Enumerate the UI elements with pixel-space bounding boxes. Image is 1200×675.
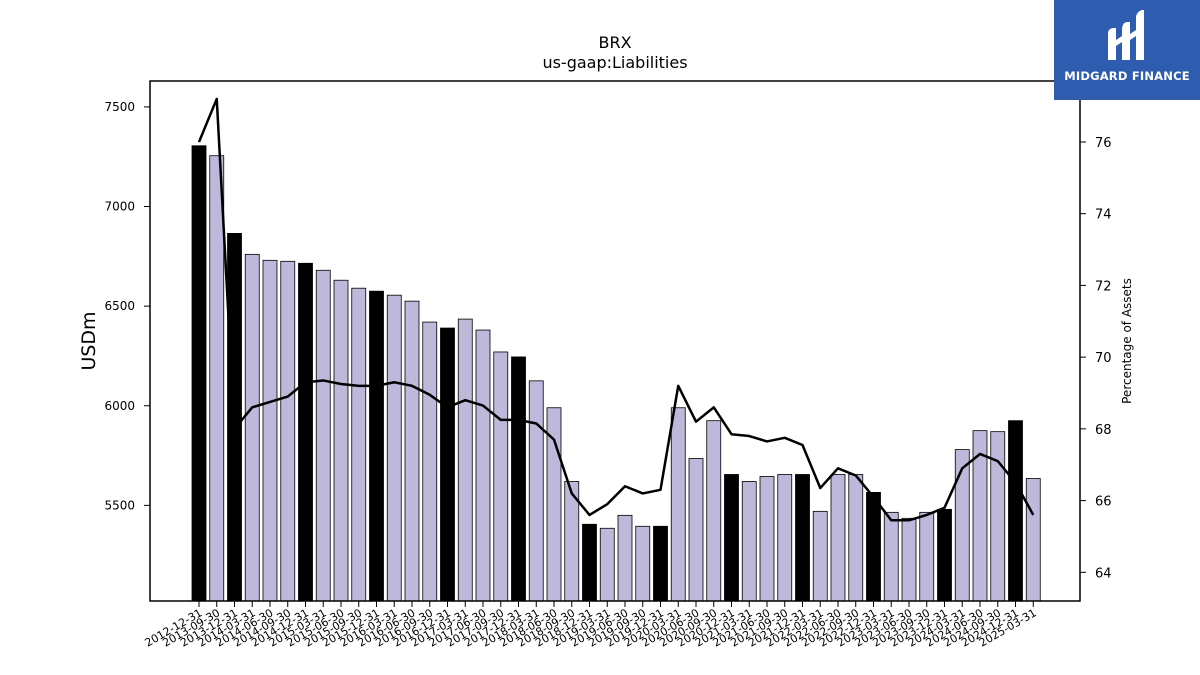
y-tick-label: 5500	[104, 498, 135, 512]
bar	[883, 511, 899, 602]
bar	[369, 290, 384, 602]
bar-series	[191, 145, 1041, 602]
bar	[635, 525, 651, 602]
y2-tick-label: 64	[1095, 566, 1112, 581]
bar	[777, 474, 793, 602]
bar	[812, 510, 828, 602]
bar	[475, 329, 491, 602]
bar	[315, 269, 331, 602]
bar	[795, 474, 810, 602]
bar	[1025, 478, 1041, 602]
left-axis-ticks: 5500 6000 6500 7000 7500	[104, 100, 150, 512]
y-tick-label: 7500	[104, 100, 135, 114]
x-axis-ticks: 2012-12-312013-09-302013-12-312014-03-31…	[143, 601, 1039, 650]
y2-tick-label: 70	[1095, 351, 1112, 366]
bar	[1008, 420, 1023, 602]
bar	[688, 458, 704, 602]
left-axis-label: USDm	[78, 311, 100, 370]
percentage-of-assets-line	[197, 97, 1035, 522]
bar	[422, 321, 438, 602]
bar	[262, 259, 278, 602]
bar	[333, 279, 349, 602]
bar	[759, 476, 775, 602]
bar	[937, 508, 952, 602]
bar	[280, 260, 296, 602]
y-tick-label: 6000	[104, 399, 135, 413]
bar	[582, 523, 597, 602]
bar	[298, 262, 313, 602]
y2-tick-label: 76	[1095, 136, 1112, 151]
bar	[724, 474, 739, 602]
bar	[848, 474, 864, 602]
y2-tick-label: 68	[1095, 423, 1112, 438]
bar	[653, 525, 668, 602]
bar	[351, 287, 367, 602]
bar	[457, 318, 473, 602]
bar	[404, 300, 420, 602]
chart-subtitle: us-gaap:Liabilities	[542, 53, 687, 72]
bar	[440, 327, 455, 602]
brand-name: MIDGARD FINANCE	[1064, 69, 1190, 83]
bar	[670, 407, 686, 602]
bar	[706, 420, 722, 602]
right-axis-label: Percentage of Assets	[1120, 278, 1134, 404]
bar	[191, 145, 207, 602]
y2-tick-label: 74	[1095, 208, 1112, 223]
y-tick-label: 7000	[104, 200, 135, 214]
bar	[866, 492, 881, 602]
bar	[919, 511, 935, 602]
midgard-logo-icon	[1108, 10, 1144, 60]
bar	[493, 351, 509, 602]
bar	[528, 380, 544, 602]
bar	[954, 449, 970, 602]
bar	[511, 356, 526, 602]
bar	[741, 481, 757, 602]
bar	[617, 514, 633, 602]
chart-title: BRX	[598, 33, 631, 52]
bar	[830, 474, 846, 602]
bar	[386, 294, 402, 602]
bar	[990, 431, 1006, 602]
bar	[901, 517, 917, 602]
bar	[599, 527, 615, 602]
plot-frame	[149, 80, 1081, 602]
y-tick-label: 6500	[104, 299, 135, 313]
y2-tick-label: 72	[1095, 279, 1112, 294]
y2-tick-label: 66	[1095, 495, 1112, 510]
brand-logo: MIDGARD FINANCE	[1054, 0, 1200, 100]
bar	[209, 155, 225, 602]
right-axis-ticks: 64 66 68 70 72 74 76	[1080, 136, 1112, 581]
bar	[244, 253, 260, 602]
